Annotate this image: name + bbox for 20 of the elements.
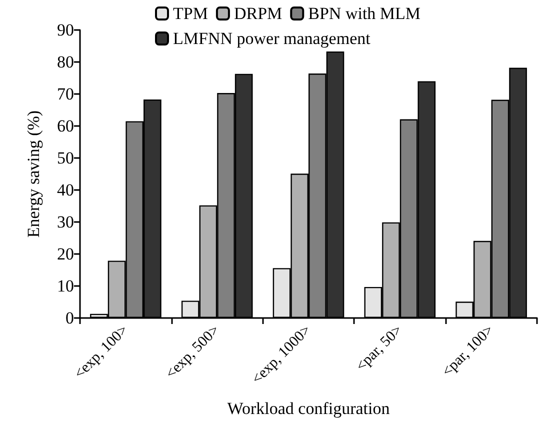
legend-label: BPN with MLM (308, 4, 421, 23)
y-tick-label: 10 (57, 276, 74, 296)
x-tick-label: <par, 50> (353, 322, 406, 375)
y-tick-label: 50 (57, 148, 74, 168)
y-tick-label: 70 (57, 84, 74, 104)
y-tick-label: 20 (57, 244, 74, 264)
x-tick-label: <par, 100> (439, 322, 497, 380)
y-tick-label: 60 (57, 116, 74, 136)
y-tick-label: 90 (57, 20, 74, 40)
legend-label: LMFNN power management (173, 29, 371, 48)
x-tick-label: <exp, 100> (72, 322, 132, 382)
legend-label: DRPM (234, 4, 282, 23)
y-tick-label: 0 (66, 308, 74, 328)
y-tick-label: 30 (57, 212, 74, 232)
x-tick-label: <exp, 500> (162, 322, 223, 382)
legend-label: TPM (173, 4, 208, 23)
y-axis-title: Energy saving (%) (24, 110, 43, 238)
y-tick-label: 40 (57, 180, 74, 200)
x-axis-title: Workload configuration (227, 399, 390, 418)
y-tick-label: 80 (57, 52, 74, 72)
